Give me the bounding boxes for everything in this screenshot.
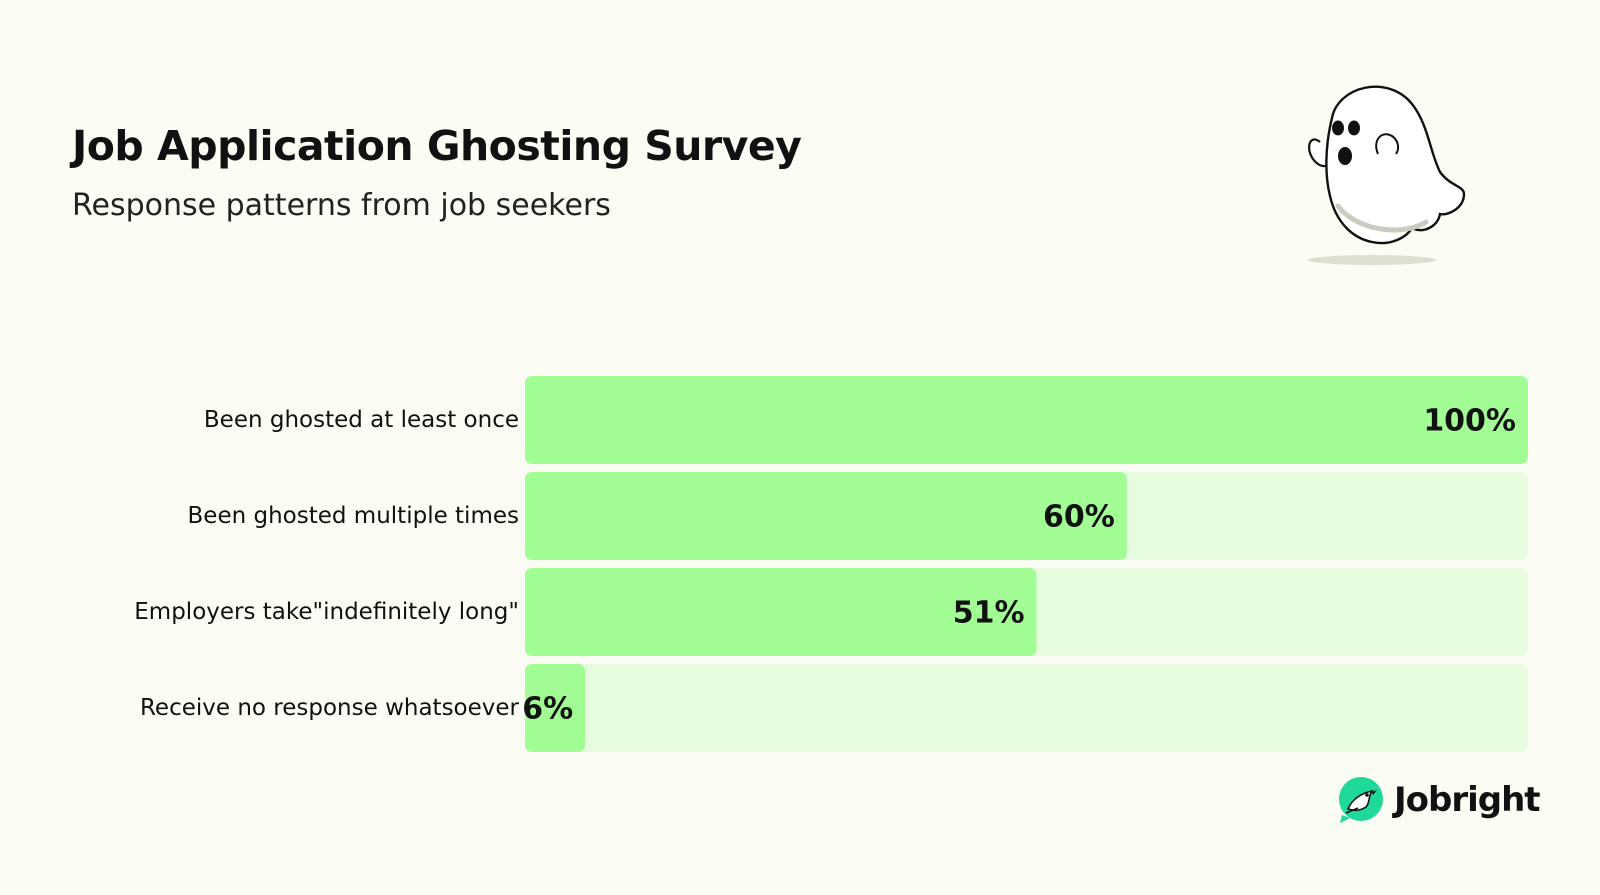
bar-track	[525, 664, 1528, 752]
value-label: 60%	[1043, 500, 1115, 535]
page-title: Job Application Ghosting Survey	[72, 122, 802, 170]
category-label: Receive no response whatsoever	[140, 695, 520, 721]
value-label: 51%	[953, 596, 1025, 631]
bar-chart: Been ghosted at least once 100% Been ghost…	[134, 376, 1528, 752]
ghost-icon	[1308, 85, 1466, 265]
value-label: 100%	[1423, 404, 1516, 439]
category-label: Employers take"indefinitely long"	[134, 599, 519, 625]
brand-name: Jobright	[1394, 780, 1541, 820]
category-label: Been ghosted multiple times	[188, 503, 519, 529]
page-subtitle: Response patterns from job seekers	[72, 188, 611, 223]
jobright-bird-logo-icon	[1339, 777, 1383, 823]
bar	[525, 664, 586, 752]
category-label: Been ghosted at least once	[204, 407, 519, 433]
bar	[525, 568, 1037, 656]
bar	[525, 376, 1528, 464]
brand-logo: Jobright	[1336, 775, 1541, 825]
value-label: 6%	[522, 692, 573, 727]
bar	[525, 472, 1127, 560]
